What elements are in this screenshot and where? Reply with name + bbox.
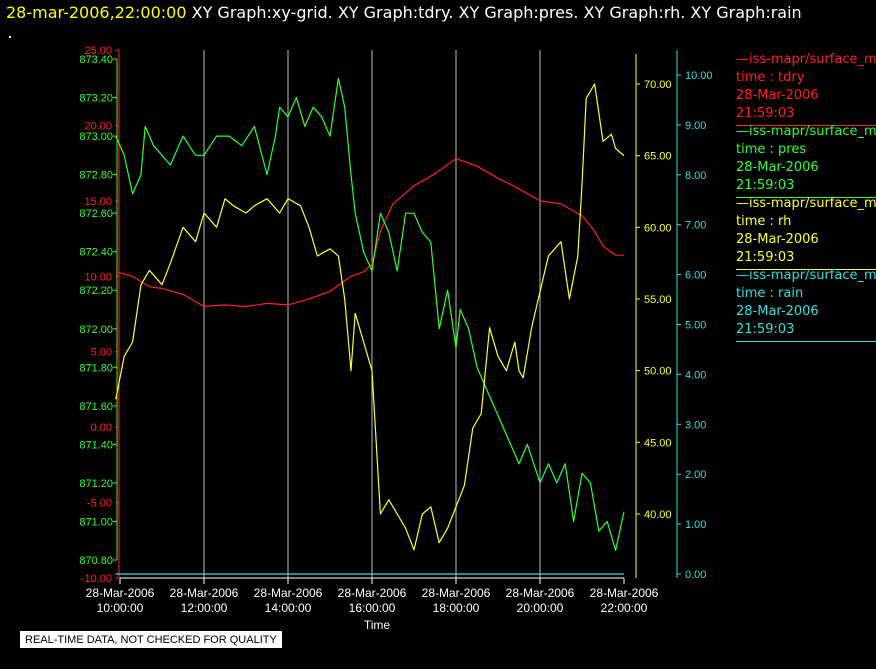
series-lines	[115, 77, 625, 575]
legend-text: 21:59:03	[736, 250, 795, 265]
series-rh	[115, 83, 625, 551]
legend-text: time : rain	[736, 286, 804, 301]
rh-tick-label: 45.00	[644, 437, 672, 449]
pres-tick-label: 873.20	[79, 93, 113, 105]
legend-text: time : tdry	[736, 70, 805, 85]
pres-tick-label: 872.80	[79, 170, 113, 182]
tdry-tick-label: -10.00	[81, 573, 112, 585]
timestamp-label: 28-mar-2006,22:00:00	[6, 3, 187, 22]
rh-tick-label: 65.00	[644, 151, 672, 163]
pres-tick-label: 873.00	[79, 131, 113, 143]
tdry-tick-label: 5.00	[91, 347, 112, 359]
x-axis-label: Time	[364, 618, 391, 632]
x-tick-date: 28-Mar-2006	[86, 586, 155, 600]
rh-tick-label: 60.00	[644, 222, 672, 234]
rain-tick-label: 5.00	[685, 320, 706, 332]
pres-tick-label: 871.00	[79, 516, 113, 528]
tdry-tick-label: 15.00	[84, 196, 112, 208]
tdry-tick-label: 20.00	[84, 120, 112, 132]
tdry-tick-label: -5.00	[87, 498, 112, 510]
legend-text: 28-Mar-2006	[736, 232, 819, 247]
tdry-tick-label: 0.00	[91, 422, 112, 434]
x-tick-date: 28-Mar-2006	[254, 586, 323, 600]
legend-separator	[736, 125, 876, 126]
grid-lines	[203, 50, 541, 578]
legend-text: time : rh	[736, 214, 792, 229]
legend-text: 28-Mar-2006	[736, 160, 819, 175]
x-tick-time: 16:00:00	[349, 601, 396, 615]
x-tick-date: 28-Mar-2006	[422, 586, 491, 600]
rain-tick-label: 1.00	[685, 519, 706, 531]
x-tick-time: 12:00:00	[181, 601, 228, 615]
x-tick-date: 28-Mar-2006	[338, 586, 407, 600]
rh-tick-label: 40.00	[644, 509, 672, 521]
legend-text: —iss-mapr/surface_m	[736, 268, 876, 283]
rain-tick-label: 7.00	[685, 220, 706, 232]
series-pres	[115, 77, 625, 552]
rain-tick-label: 10.00	[685, 70, 713, 82]
pres-tick-label: 871.40	[79, 439, 113, 451]
tdry-tick-label: 25.00	[84, 45, 112, 57]
pres-tick-label: 871.80	[79, 362, 113, 374]
legend-separator	[736, 269, 876, 270]
rain-tick-label: 3.00	[685, 419, 706, 431]
legend-text: —iss-mapr/surface_m	[736, 196, 876, 211]
series-tdry	[115, 158, 624, 308]
x-tick-date: 28-Mar-2006	[590, 586, 659, 600]
rain-tick-label: 8.00	[685, 170, 706, 182]
rain-tick-label: 0.00	[685, 569, 706, 581]
pres-tick-label: 873.40	[79, 54, 113, 66]
x-tick-time: 18:00:00	[433, 601, 480, 615]
legend-text: 21:59:03	[736, 322, 795, 337]
chart-axes	[113, 49, 681, 584]
pres-tick-label: 872.20	[79, 285, 113, 297]
pres-tick-label: 872.60	[79, 208, 113, 220]
pres-tick-label: 871.60	[79, 401, 113, 413]
rh-tick-label: 50.00	[644, 366, 672, 378]
legend-separator	[736, 341, 876, 342]
x-tick-time: 14:00:00	[265, 601, 312, 615]
legend-text: 28-Mar-2006	[736, 304, 819, 319]
legend-text: 28-Mar-2006	[736, 88, 819, 103]
pres-tick-label: 872.40	[79, 247, 113, 259]
legend-separator	[736, 197, 876, 198]
rh-tick-label: 55.00	[644, 294, 672, 306]
x-tick-date: 28-Mar-2006	[170, 586, 239, 600]
legend-text: —iss-mapr/surface_m	[736, 52, 876, 67]
legend-text: —iss-mapr/surface_m	[736, 124, 876, 139]
legend-text: 21:59:03	[736, 178, 795, 193]
marker-dot	[9, 36, 11, 38]
x-tick-time: 20:00:00	[517, 601, 564, 615]
x-tick-time: 22:00:00	[601, 601, 648, 615]
rain-tick-label: 9.00	[685, 120, 706, 132]
tdry-tick-label: 10.00	[84, 271, 112, 283]
pres-tick-label: 871.20	[79, 478, 113, 490]
graph-list-label: XY Graph:xy-grid. XY Graph:tdry. XY Grap…	[191, 3, 802, 22]
x-tick-time: 10:00:00	[97, 601, 144, 615]
window-title: 28-mar-2006,22:00:00 XY Graph:xy-grid. X…	[6, 3, 802, 22]
tick-labels: 28-Mar-200610:00:0028-Mar-200612:00:0028…	[79, 45, 712, 615]
legend-text: 21:59:03	[736, 106, 795, 121]
rain-tick-label: 2.00	[685, 469, 706, 481]
pres-tick-label: 870.80	[79, 555, 113, 567]
rh-tick-label: 70.00	[644, 79, 672, 91]
x-tick-date: 28-Mar-2006	[506, 586, 575, 600]
rain-tick-label: 6.00	[685, 270, 706, 282]
rain-tick-label: 4.00	[685, 369, 706, 381]
quality-disclaimer: REAL-TIME DATA, NOT CHECKED FOR QUALITY	[20, 631, 282, 648]
legend-text: time : pres	[736, 142, 807, 157]
pres-tick-label: 872.00	[79, 324, 113, 336]
